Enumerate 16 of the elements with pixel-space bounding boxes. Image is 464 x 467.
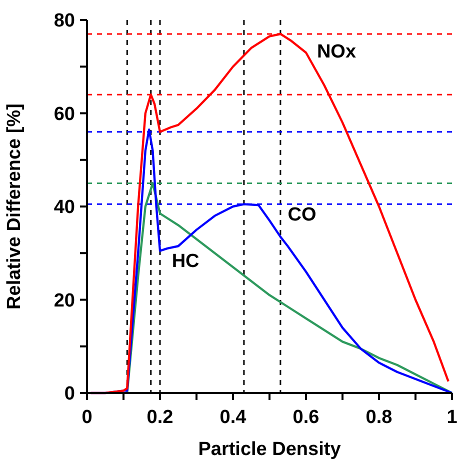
x-tick-label: 0.8 (366, 407, 392, 428)
y-tick-label: 80 (54, 10, 75, 32)
x-tick-label: 0.4 (220, 407, 247, 428)
series-label: HC (172, 251, 200, 272)
series-label: NOx (316, 41, 356, 62)
y-axis-title: Relative Difference [%] (4, 104, 25, 310)
x-tick-label: 0 (82, 407, 92, 428)
x-tick-label: 0.6 (292, 407, 320, 428)
y-tick-label: 40 (54, 197, 75, 218)
y-tick-label: 20 (54, 290, 75, 312)
y-tick-label: 0 (64, 384, 75, 405)
y-tick-label: 60 (54, 104, 75, 125)
series-label: CO (288, 204, 316, 226)
x-tick-label: 0.2 (146, 407, 174, 428)
x-tick-label: 1 (446, 407, 458, 428)
x-axis-title: Particle Density (198, 439, 342, 460)
